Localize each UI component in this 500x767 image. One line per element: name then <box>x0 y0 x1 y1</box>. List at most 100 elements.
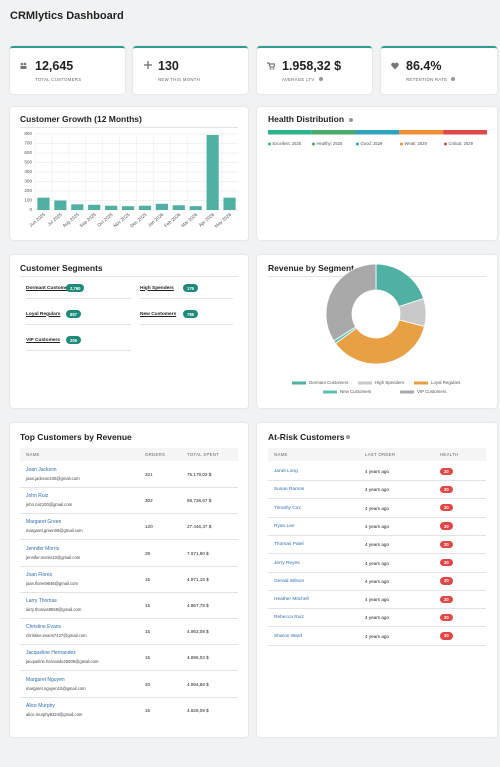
kpi-value: 12,645 <box>35 59 74 73</box>
segment-count: 2,760 <box>66 284 85 292</box>
divider <box>26 298 131 299</box>
y-tick-label: 400 <box>24 169 32 174</box>
x-tick-label: Oct 2025 <box>96 212 114 228</box>
info-icon[interactable] <box>319 77 323 81</box>
card-title: Top Customers by Revenue <box>20 432 132 442</box>
bar <box>206 134 219 210</box>
health-card: Health Distribution Excellent: 2525 Healt… <box>257 107 497 240</box>
legend-label: High Spenders <box>375 380 405 385</box>
customer-name[interactable]: Jacqueline Hernandez <box>26 650 76 657</box>
column-header: ORDERS <box>145 452 166 457</box>
legend-label: Dormant Customers <box>309 380 349 385</box>
info-icon[interactable] <box>346 435 350 439</box>
legend-label: New Customers <box>340 389 372 394</box>
customer-name[interactable]: Jerry Reyes <box>274 560 300 566</box>
donut-chart: Dormant Customers High Spenders Loyal Regu… <box>292 263 461 394</box>
health-badge: 20 <box>440 467 453 475</box>
customer-name[interactable]: Rebecca Ruiz <box>274 615 304 621</box>
customer-name[interactable]: Margaret Nguyen <box>26 676 65 683</box>
customer-name[interactable]: Joan Jackson <box>26 467 57 473</box>
customer-name[interactable]: Gerald Wilson <box>274 578 305 584</box>
orders: 120 <box>145 524 153 530</box>
legend-swatch <box>323 390 337 394</box>
x-tick-label: Nov 2025 <box>112 212 131 229</box>
legend-label: Loyal Regulars <box>431 380 461 385</box>
growth-card: Customer Growth (12 Months) 0 100 200 300 40… <box>10 107 248 240</box>
customer-email: jacqueline.hernandez5909@gmail.com <box>26 659 99 665</box>
column-header: HEALTH <box>440 452 459 457</box>
icon <box>144 61 152 69</box>
bar-segment <box>268 130 312 135</box>
customer-name[interactable]: Sharon Ward <box>274 633 303 639</box>
kpi-value: 86.4% <box>406 59 442 73</box>
last-order: 4 years ago <box>365 633 390 639</box>
row-divider <box>268 644 486 646</box>
total-spent: 4.894,88 $ <box>187 681 209 687</box>
customer-name[interactable]: Ryan Lee <box>274 523 295 529</box>
column-header: NAME <box>26 452 40 457</box>
table-header <box>268 448 486 461</box>
info-icon[interactable] <box>349 118 353 122</box>
segments-card: Customer Segments Dormant Customers 2,760… <box>10 255 248 408</box>
customer-name[interactable]: Margaret Green <box>26 519 62 526</box>
customer-name[interactable]: Thomas Patel <box>274 542 304 548</box>
last-order: 4 years ago <box>365 523 390 529</box>
bar-segment <box>399 130 444 135</box>
info-icon[interactable] <box>451 77 455 81</box>
customer-email: margaret.green00@gmail.com <box>26 528 83 534</box>
customer-name[interactable]: Susan Ramos <box>274 487 305 493</box>
bar-segment <box>355 130 400 135</box>
segment-name[interactable]: Loyal Regulars <box>26 311 61 317</box>
total-spent: 4.896,03 $ <box>187 655 209 661</box>
legend-swatch <box>312 142 315 146</box>
customer-name[interactable]: Timothy Cox <box>274 505 301 511</box>
legend-label: VIP Customers <box>417 389 447 394</box>
page-title: CRMlytics Dashboard <box>10 10 124 22</box>
total-spent: 75.179,03 $ <box>187 472 212 477</box>
customer-email: christine.evans7427@gmail.com <box>26 633 87 639</box>
donut-slice <box>375 263 425 308</box>
orders: 15 <box>145 655 151 661</box>
divider <box>140 298 233 299</box>
row-divider <box>268 516 486 518</box>
customer-name[interactable]: Larry Thomas <box>26 598 57 604</box>
bar <box>223 197 236 210</box>
legend-label: Healthy: 2525 <box>317 141 344 146</box>
segment-name[interactable]: New Customers <box>140 311 177 317</box>
bar-segment <box>311 130 356 135</box>
customer-name[interactable]: John Ruiz <box>26 493 49 500</box>
customer-email: jennifer.morris10@gmail.com <box>26 554 81 560</box>
segment-name[interactable]: Dormant Customers <box>26 285 73 291</box>
divider <box>140 324 233 325</box>
customer-name[interactable]: Joan Flores <box>26 571 53 578</box>
donut-slice <box>334 319 425 365</box>
health-badge: 20 <box>440 540 453 549</box>
health-badge: 20 <box>440 522 453 530</box>
kpi-label: TOTAL CUSTOMERS <box>35 77 82 82</box>
kpi-card: 12,645 TOTAL CUSTOMERS <box>10 46 125 94</box>
customer-name[interactable]: Heather Mitchell <box>274 597 309 603</box>
x-tick-label: Dec 2025 <box>129 212 148 229</box>
orders: 321 <box>145 472 153 477</box>
y-tick-label: 0 <box>29 207 32 212</box>
total-spent: 27.446,37 $ <box>187 524 212 530</box>
total-spent: 7.971,90 $ <box>187 550 209 556</box>
customer-name[interactable]: Christine Evans <box>26 624 62 631</box>
column-header: TOTAL SPENT <box>187 452 220 457</box>
segment-name[interactable]: High Spenders <box>140 285 174 291</box>
customer-name[interactable]: Janet Long <box>274 469 298 474</box>
last-order: 4 years ago <box>365 597 390 603</box>
orders: 20 <box>145 681 151 687</box>
card-title: Revenue by Segment <box>268 263 354 273</box>
table-header <box>20 448 238 461</box>
customer-name[interactable]: Jennifer Morris <box>26 545 60 552</box>
customer-name[interactable]: Alice Murphy <box>26 702 55 709</box>
bar-segment <box>443 130 487 135</box>
row-divider <box>20 565 238 567</box>
x-tick-label: Sep 2025 <box>79 212 98 229</box>
row-divider <box>20 644 238 646</box>
bar <box>88 204 101 210</box>
segment-name[interactable]: VIP Customers <box>26 337 61 343</box>
legend-label: Good: 2529 <box>361 141 384 146</box>
bar <box>121 206 135 210</box>
